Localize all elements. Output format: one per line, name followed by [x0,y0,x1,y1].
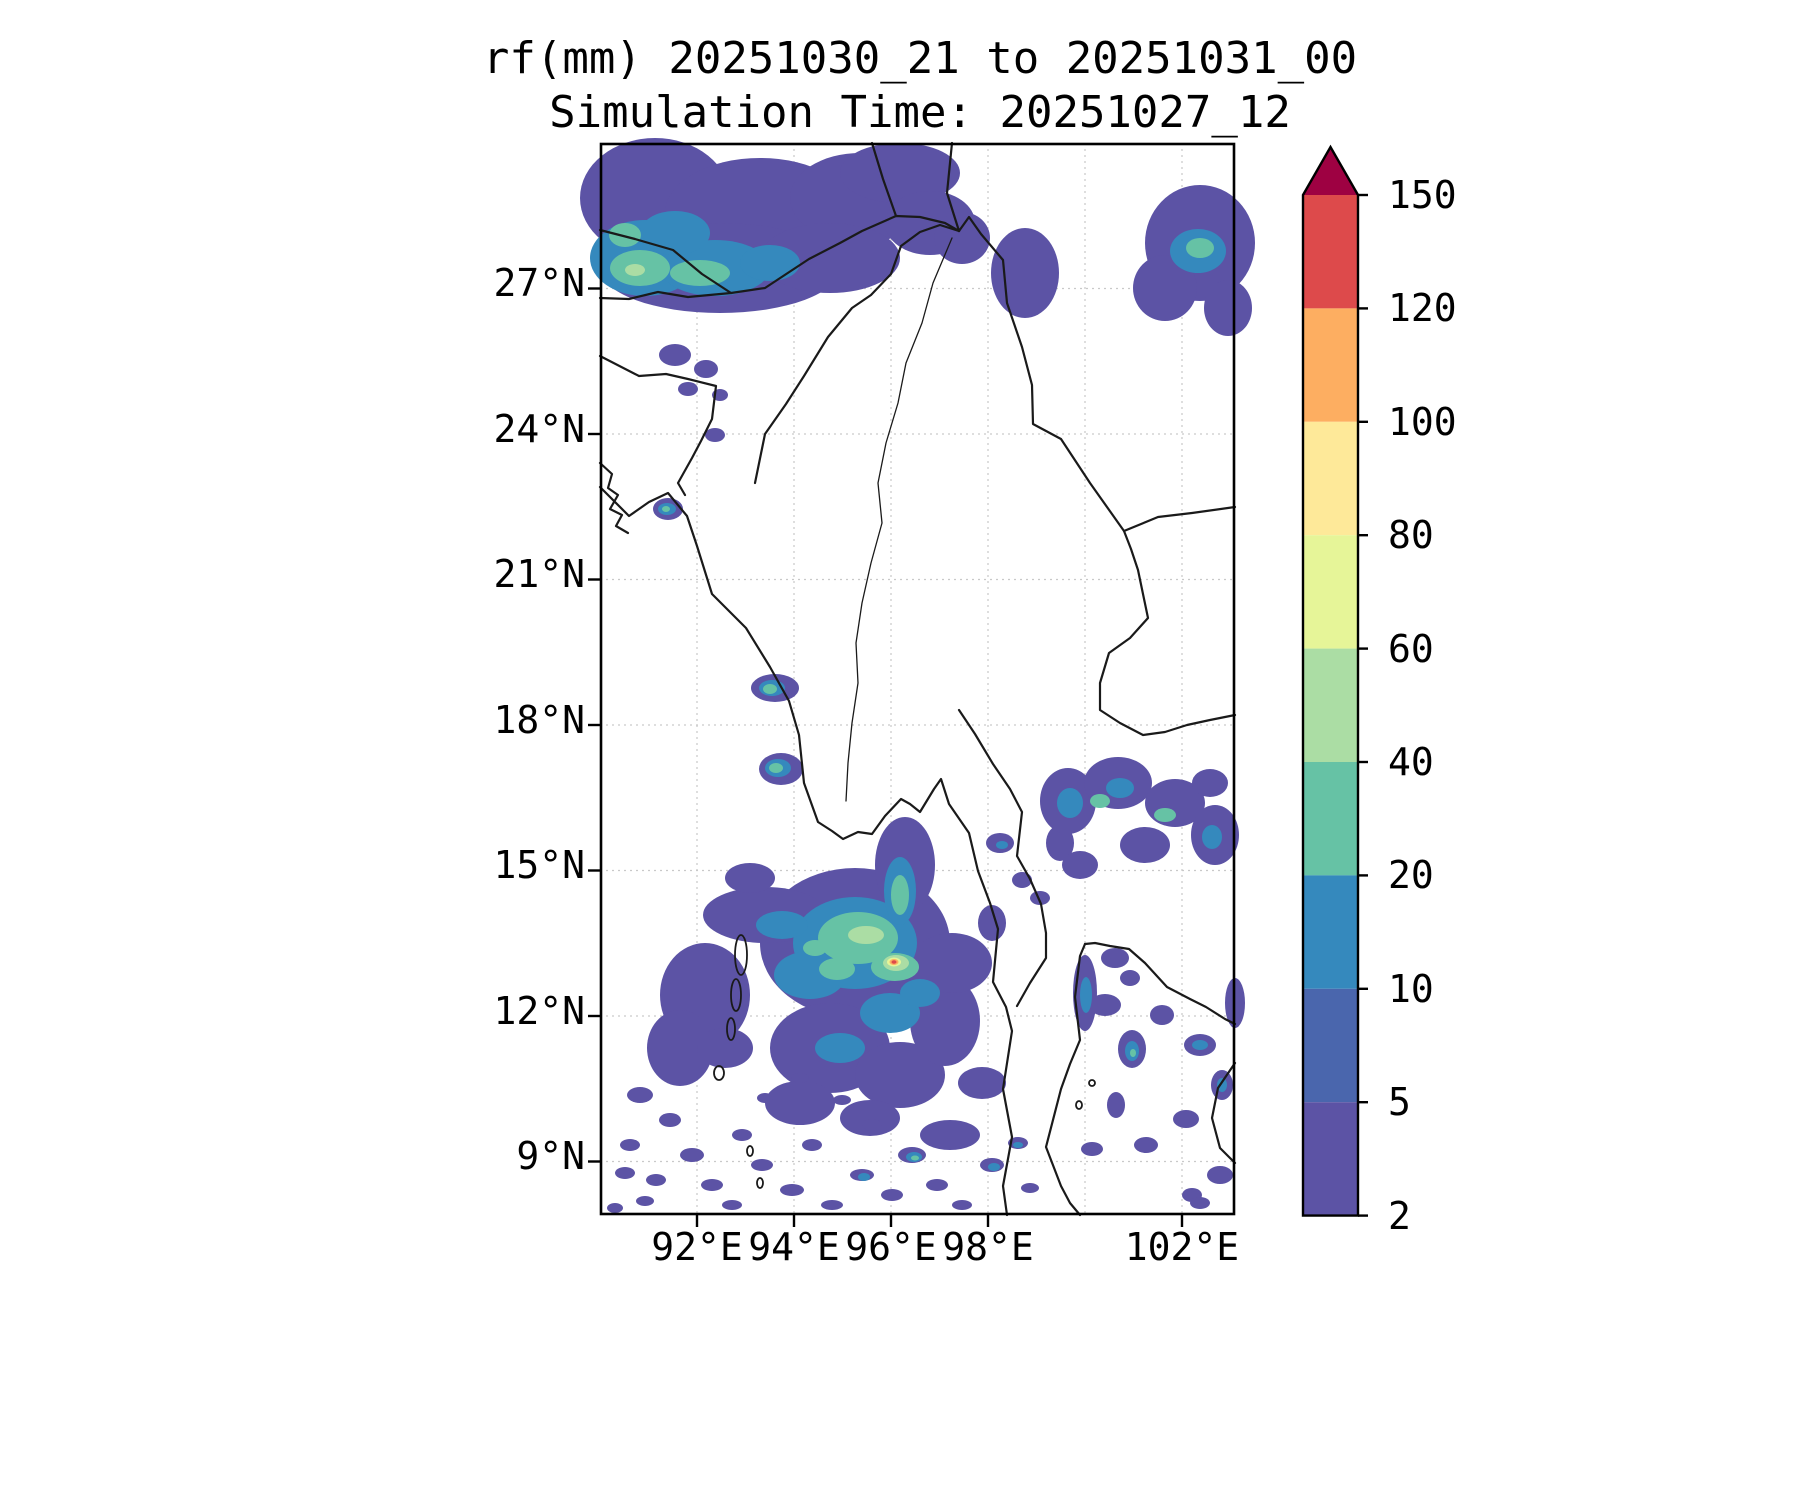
bangladesh-border [598,354,718,497]
colorbar-segment [1303,648,1358,762]
rain-layer-max-cell [891,960,897,964]
lon-tick-label-94e: 94°E [748,1225,840,1269]
coastlines-and-borders [598,141,1237,1217]
border-segment [870,141,898,218]
colorbar-label-10: 10 [1388,967,1434,1011]
peninsula-east-coast [1044,942,1087,1217]
figure-subtitle: Simulation Time: 20251027_12 [549,87,1291,138]
lat-tick-label-18n: 18°N [493,698,585,742]
gulf-of-thailand-north-coast [1083,941,1237,1026]
rain-layer-2-5mm [580,138,1255,1213]
rainfall-map-svg [580,138,1255,1227]
bhutan-border [598,228,733,295]
rainfall-contours [580,138,1255,1213]
colorbar-label-60: 60 [1388,627,1434,671]
colorbar-segment [1303,535,1358,649]
colorbar [1301,144,1368,1217]
irrawaddy-river [845,237,953,802]
cambodia-coast [1210,1061,1237,1165]
colorbar-ticks [1358,193,1368,1217]
lat-tick-label-27n: 27°N [493,261,585,305]
myanmar-thailand-border [957,708,1048,1008]
myanmar-china-border [957,215,1237,533]
andaman-nicobar-islands [713,934,1096,1189]
colorbar-svg [1301,144,1368,1217]
gridlines [600,143,1235,1215]
main-coastline [598,485,1014,1217]
lon-tick-label-96e: 96°E [845,1225,937,1269]
delta-coast-detail [598,461,630,535]
colorbar-segment [1303,421,1358,536]
laos-thailand-border [1098,529,1237,737]
lat-tick-label-15n: 15°N [493,843,585,887]
colorbar-segment [1303,1102,1358,1216]
lat-tick-label-12n: 12°N [493,989,585,1033]
colorbar-over-arrow [1303,147,1358,195]
india-myanmar-border [753,223,961,485]
map-plot-area [580,138,1255,1227]
colorbar-segment [1303,988,1358,1103]
colorbar-label-80: 80 [1388,513,1434,557]
colorbar-label-20: 20 [1388,853,1434,897]
colorbar-label-5: 5 [1388,1080,1411,1124]
colorbar-label-40: 40 [1388,740,1434,784]
lon-tick-label-92e: 92°E [651,1225,743,1269]
lat-tick-label-9n: 9°N [516,1134,585,1178]
colorbar-label-100: 100 [1388,400,1457,444]
colorbar-outline [1301,144,1360,1217]
colorbar-label-2: 2 [1388,1194,1411,1238]
lon-tick-label-98e: 98°E [942,1225,1034,1269]
colorbar-segment [1303,195,1358,309]
rain-layer-40-60mm [625,264,909,971]
colorbar-segment [1303,762,1358,876]
colorbar-label-150: 150 [1388,173,1457,217]
figure-title: rf(mm) 20251030_21 to 20251031_00 [482,33,1358,84]
plot-frame [599,142,1236,1216]
lon-tick-label-102e: 102°E [1124,1225,1240,1269]
colorbar-segment [1303,308,1358,422]
lat-tick-label-21n: 21°N [493,552,585,596]
lat-tick-label-24n: 24°N [493,407,585,451]
colorbar-segment [1303,875,1358,989]
border-segment [945,141,961,233]
colorbar-label-120: 120 [1388,286,1457,330]
axis-ticks [588,287,1184,1227]
himalaya-border [598,214,961,301]
